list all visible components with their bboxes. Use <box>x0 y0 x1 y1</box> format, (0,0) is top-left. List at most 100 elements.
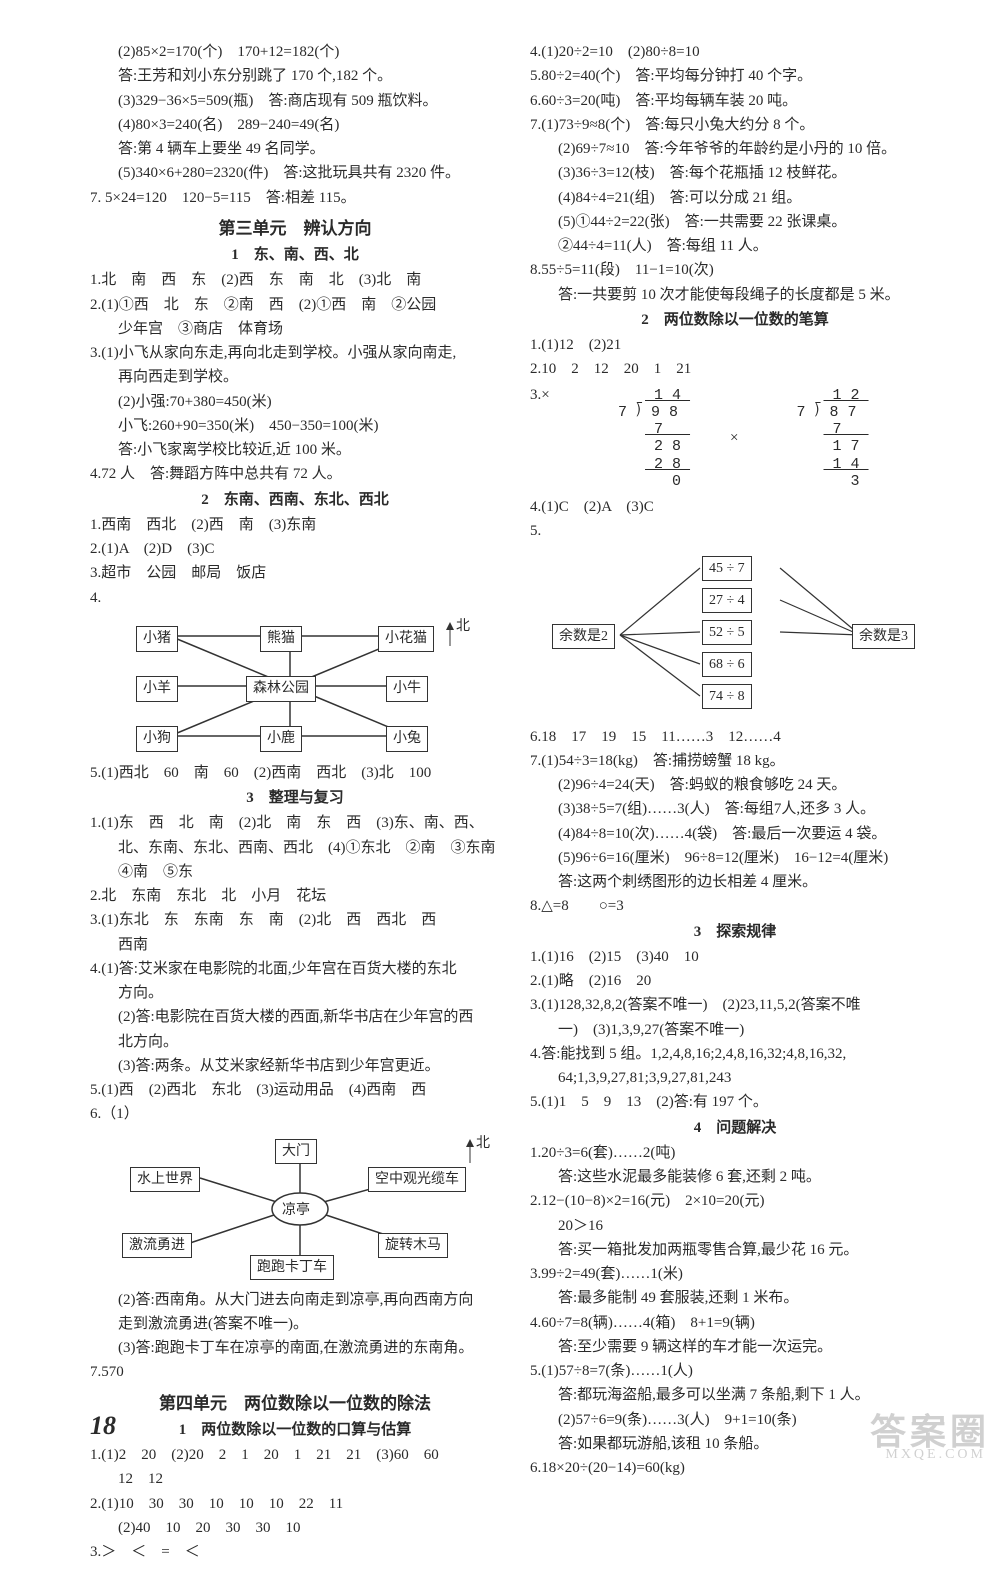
text: 1.20÷3=6(套)……2(吨) <box>530 1142 940 1165</box>
remainder-diagram: 45 ÷ 7 27 ÷ 4 52 ÷ 5 68 ÷ 6 74 ÷ 8 余数是2 … <box>550 550 930 720</box>
section-title: 第三单元 辨认方向 <box>90 216 500 242</box>
text: (3)答:跑跑卡丁车在凉亭的南面,在激流勇进的东南角。 <box>90 1337 500 1360</box>
text: 5.(1)西北 60 南 60 (2)西南 西北 (3)北 100 <box>90 762 500 785</box>
text: (4)80×3=240(名) 289−240=49(名) <box>90 114 500 137</box>
text: 4.(1)20÷2=10 (2)80÷8=10 <box>530 41 940 64</box>
text: 6.18 17 19 15 11……3 12……4 <box>530 726 940 749</box>
text: 答:最多能制 49 套服装,还剩 1 米布。 <box>530 1287 940 1310</box>
sub-title: 3 整理与复习 <box>90 787 500 810</box>
text: 6.18×20÷(20−14)=60(kg) <box>530 1457 940 1480</box>
text: (4)84÷8=10(次)……4(袋) 答:最后一次要运 4 袋。 <box>530 823 940 846</box>
text: 5. <box>530 520 940 543</box>
node: 68 ÷ 6 <box>702 652 752 678</box>
node: 小花猫 <box>378 626 434 652</box>
text: 1.西南 西北 (2)西 南 (3)东南 <box>90 514 500 537</box>
node: 激流勇进 <box>122 1233 192 1259</box>
watermark-url: MXQE.COM <box>885 1444 986 1466</box>
text: 7.570 <box>90 1361 500 1384</box>
text: (5)96÷6=16(厘米) 96÷8=12(厘米) 16−12=4(厘米) <box>530 847 940 870</box>
node: 水上世界 <box>130 1167 200 1193</box>
text: 4.72 人 答:舞蹈方阵中总共有 72 人。 <box>90 463 500 486</box>
text: 2.(1)A (2)D (3)C <box>90 538 500 561</box>
text: 1.(1)12 (2)21 <box>530 334 940 357</box>
text: 4.(1)C (2)A (3)C <box>530 496 940 519</box>
text: 5.(1)西 (2)西北 东北 (3)运动用品 (4)西南 西 <box>90 1079 500 1102</box>
node: 52 ÷ 5 <box>702 620 752 646</box>
text: 8.△=8 ○=3 <box>530 895 940 918</box>
text: (2)96÷4=24(天) 答:蚂蚁的粮食够吃 24 天。 <box>530 774 940 797</box>
text: 方向。 <box>90 982 500 1005</box>
text: 3.＞ ＜ = ＜ <box>90 1541 500 1564</box>
text: 答:买一箱批发加两瓶零售合算,最少花 16 元。 <box>530 1239 940 1262</box>
text: 答:这些水泥最多能装修 6 套,还剩 2 吨。 <box>530 1166 940 1189</box>
node: 小鹿 <box>260 726 302 752</box>
node: 大门 <box>275 1139 317 1165</box>
text: (3)329−36×5=509(瓶) 答:商店现有 509 瓶饮料。 <box>90 90 500 113</box>
text: 1.(1)东 西 北 南 (2)北 南 东 西 (3)东、南、西、 <box>90 812 500 835</box>
text: 2.(1)略 (2)16 20 <box>530 970 940 993</box>
sub-title: 3 探索规律 <box>530 921 940 944</box>
text: (2)69÷7≈10 答:今年爷爷的年龄约是小丹的 10 倍。 <box>530 138 940 161</box>
text: 1.(1)16 (2)15 (3)40 10 <box>530 946 940 969</box>
text: 3.(1)小飞从家向东走,再向北走到学校。小强从家向南走, <box>90 342 500 365</box>
node: 小羊 <box>136 676 178 702</box>
text: 3.99÷2=49(套)……1(米) <box>530 1263 940 1286</box>
text: ④南 ⑤东 <box>90 861 500 884</box>
sub-title: 4 问题解决 <box>530 1117 940 1140</box>
text: 8.55÷5=11(段) 11−1=10(次) <box>530 259 940 282</box>
long-division-row: 1 4 7 ⟌ 9 8 7 2 8 2 8 0 × 1 2 7 ⟌ 8 7 7 … <box>600 387 869 491</box>
text: 答:一共要剪 10 次才能使每段绳子的长度都是 5 米。 <box>530 284 940 307</box>
text: 西南 <box>90 934 500 957</box>
left-column: (2)85×2=170(个) 170+12=182(个) 答:王芳和刘小东分别跳… <box>90 40 500 1565</box>
node: 跑跑卡丁车 <box>250 1255 334 1281</box>
node: 余数是2 <box>552 624 615 650</box>
node: 45 ÷ 7 <box>702 556 752 582</box>
text: 64;1,3,9,27,81;3,9,27,81,243 <box>530 1067 940 1090</box>
text: 12 12 <box>90 1468 500 1491</box>
node: 森林公园 <box>246 676 316 702</box>
text: 2.(1)①西 北 东 ②南 西 (2)①西 南 ②公园 <box>90 294 500 317</box>
text: 2.10 2 12 20 1 21 <box>530 358 940 381</box>
text: (5)340×6+280=2320(件) 答:这批玩具共有 2320 件。 <box>90 162 500 185</box>
node: 27 ÷ 4 <box>702 588 752 614</box>
text: 4. <box>90 587 500 610</box>
right-column: 4.(1)20÷2=10 (2)80÷8=10 5.80÷2=40(个) 答:平… <box>530 40 940 1565</box>
north-label: 北 <box>456 616 470 638</box>
text: (3)答:两条。从艾米家经新华书店到少年宫更近。 <box>90 1055 500 1078</box>
node: 凉亭 <box>282 1200 310 1222</box>
text: 7.(1)54÷3=18(kg) 答:捕捞螃蟹 18 kg。 <box>530 750 940 773</box>
sub-title: 2 两位数除以一位数的笔算 <box>530 309 940 332</box>
text: 6.（1） <box>90 1103 500 1126</box>
section-title: 第四单元 两位数除以一位数的除法 <box>90 1391 500 1417</box>
text: 5.80÷2=40(个) 答:平均每分钟打 40 个字。 <box>530 65 940 88</box>
long-division-1: 1 4 7 ⟌ 9 8 7 2 8 2 8 0 <box>600 387 690 491</box>
text: 一) (3)1,3,9,27(答案不唯一) <box>530 1019 940 1042</box>
node: 熊猫 <box>260 626 302 652</box>
text: 3.× <box>530 384 570 407</box>
text: 答:第 4 辆车上要坐 49 名同学。 <box>90 138 500 161</box>
text: (2)85×2=170(个) 170+12=182(个) <box>90 41 500 64</box>
node: 74 ÷ 8 <box>702 684 752 710</box>
page-number: 18 <box>90 1406 116 1446</box>
text: 答:这两个刺绣图形的边长相差 4 厘米。 <box>530 871 940 894</box>
text: 3.超市 公园 邮局 饭店 <box>90 562 500 585</box>
text: 走到激流勇进(答案不唯一)。 <box>90 1313 500 1336</box>
text: 答:王芳和刘小东分别跳了 170 个,182 个。 <box>90 65 500 88</box>
text: 1.(1)2 20 (2)20 2 1 20 1 21 21 (3)60 60 <box>90 1444 500 1467</box>
sub-title: 2 东南、西南、东北、西北 <box>90 489 500 512</box>
node: 小牛 <box>386 676 428 702</box>
text: (3)36÷3=12(枝) 答:每个花瓶插 12 枝鲜花。 <box>530 162 940 185</box>
forest-park-diagram: 小猪 熊猫 小花猫 小羊 森林公园 小牛 小狗 小鹿 小兔 北 <box>110 616 470 756</box>
text: 7.(1)73÷9≈8(个) 答:每只小兔大约分 8 个。 <box>530 114 940 137</box>
text: (2)答:西南角。从大门进去向南走到凉亭,再向西南方向 <box>90 1289 500 1312</box>
text: 2.北 东南 东北 北 小月 花坛 <box>90 885 500 908</box>
text: 5.(1)1 5 9 13 (2)答:有 197 个。 <box>530 1091 940 1114</box>
text: 5.(1)57÷8=7(条)……1(人) <box>530 1360 940 1383</box>
text: 北方向。 <box>90 1031 500 1054</box>
text: 2.12−(10−8)×2=16(元) 2×10=20(元) <box>530 1190 940 1213</box>
text: (2)答:电影院在百货大楼的西面,新华书店在少年宫的西 <box>90 1006 500 1029</box>
text: 2.(1)10 30 30 10 10 10 22 11 <box>90 1493 500 1516</box>
node: 旋转木马 <box>378 1233 448 1259</box>
text: 再向西走到学校。 <box>90 366 500 389</box>
text: 4.答:能找到 5 组。1,2,4,8,16;2,4,8,16,32;4,8,1… <box>530 1043 940 1066</box>
